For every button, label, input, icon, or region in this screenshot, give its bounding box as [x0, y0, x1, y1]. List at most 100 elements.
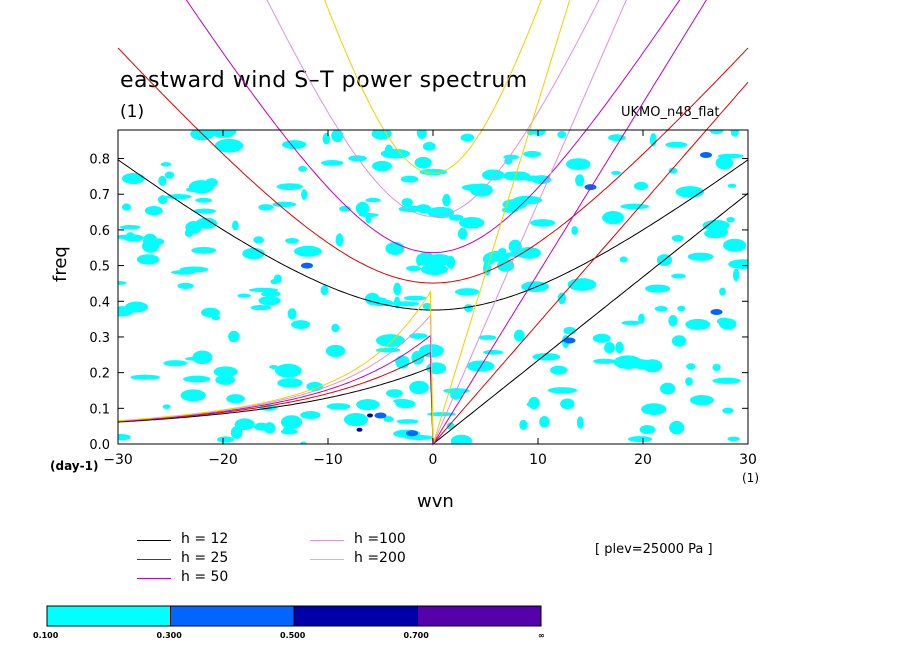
contour-patch	[118, 433, 131, 441]
contour-patch	[668, 167, 678, 174]
contour-patch	[188, 180, 214, 194]
contour-patch	[414, 156, 432, 169]
model-label: UKMO_n48_flat	[621, 105, 720, 120]
colorbar-segment	[46, 605, 171, 627]
contour-patch	[576, 416, 584, 429]
contour-patch	[621, 320, 641, 326]
contour-patch	[190, 130, 215, 141]
legend-line	[310, 540, 344, 541]
contour-patch	[454, 288, 480, 296]
contour-patch	[532, 353, 561, 361]
contour-patch	[170, 270, 196, 275]
contour-patch	[234, 418, 255, 431]
contour-patch	[571, 225, 579, 235]
contour-patch	[633, 181, 649, 191]
contour-patch	[385, 241, 405, 255]
legend-label: h = 25	[181, 550, 229, 566]
contour-patch	[702, 219, 730, 231]
colorbar-label: 0.100	[33, 631, 59, 640]
contour-patch	[458, 217, 485, 229]
contour-patch	[685, 377, 693, 386]
contour-patch	[237, 293, 251, 298]
contour-patch	[557, 130, 567, 139]
contour-patch	[709, 130, 724, 135]
contour-patch	[125, 232, 136, 242]
contour-patch	[119, 224, 141, 230]
contour-patch	[704, 228, 727, 239]
contour-patch	[253, 236, 264, 244]
contour-patch	[121, 173, 145, 184]
contour-patch	[158, 195, 168, 205]
x-axis-label: wvn	[417, 491, 454, 512]
contour-patch	[671, 335, 687, 347]
contour-patch-peak	[367, 413, 373, 418]
legend-line	[137, 540, 171, 541]
contour-patch	[420, 263, 448, 276]
contour-patch	[504, 251, 531, 257]
contour-patch	[464, 304, 474, 313]
contour-patch-high	[710, 308, 723, 315]
contour-patch	[371, 130, 392, 140]
contour-patch	[593, 358, 616, 364]
contour-patch	[364, 292, 380, 306]
dispersion-curve-50-1	[117, 0, 707, 446]
contour-patch-high	[301, 262, 313, 269]
contour-patch	[285, 237, 299, 244]
contour-patch	[320, 160, 344, 166]
contour-patch	[232, 220, 239, 231]
x-tick-label: −10	[313, 452, 343, 468]
contour-patch	[261, 290, 281, 297]
contour-patch	[613, 355, 642, 369]
contour-patch	[272, 201, 297, 207]
colorbar-segment	[170, 605, 295, 627]
contour-patch	[158, 175, 167, 186]
dispersion-curve-200-1	[117, 0, 571, 445]
contour-patch	[375, 334, 405, 347]
contour-patch	[365, 197, 381, 203]
contour-patch	[275, 363, 302, 378]
contour-patch	[393, 282, 402, 296]
contour-patch	[358, 213, 379, 218]
contour-patch	[400, 175, 419, 183]
contour-patch	[677, 305, 686, 312]
contour-patch	[216, 436, 234, 443]
contour-patch	[335, 233, 344, 247]
x-tick-label: −30	[103, 452, 133, 468]
x-tick-label: −20	[208, 452, 238, 468]
contour-patch	[530, 219, 556, 227]
y-tick-label: 0.8	[89, 153, 110, 168]
contour-patch	[180, 389, 206, 402]
contour-patch	[401, 198, 413, 207]
colorbar-segment	[417, 605, 542, 627]
contour-patch	[280, 415, 303, 429]
contour-patch	[715, 156, 734, 170]
contour-patch	[723, 238, 747, 252]
x-tick-label: 10	[529, 452, 547, 468]
contour-patch	[671, 234, 684, 242]
contour-patch	[504, 157, 513, 165]
contour-patch	[355, 201, 370, 216]
contour-patch	[215, 374, 236, 385]
contour-patch	[331, 130, 344, 143]
contour-patch	[269, 364, 278, 370]
contour-patch-high	[563, 337, 576, 344]
contour-patch	[383, 416, 394, 423]
contour-patch	[719, 318, 737, 330]
contour-patch	[301, 189, 308, 200]
contour-patch	[166, 193, 192, 200]
colorbar-label: 0.300	[156, 631, 182, 640]
contour-patch	[687, 252, 714, 261]
contour-patch	[258, 204, 274, 211]
y-tick-label: 0.4	[89, 295, 110, 310]
contour-patch	[417, 252, 435, 266]
contour-patch	[343, 413, 369, 427]
legend-label: h =100	[354, 531, 406, 547]
contour-patch	[671, 273, 686, 279]
contour-patch	[331, 323, 340, 333]
contour-patch	[122, 203, 131, 211]
contour-patch	[258, 295, 281, 306]
contour-patch	[639, 425, 656, 435]
contour-patch	[669, 420, 685, 435]
contour-patch	[512, 195, 543, 205]
contour-patch	[422, 302, 432, 310]
